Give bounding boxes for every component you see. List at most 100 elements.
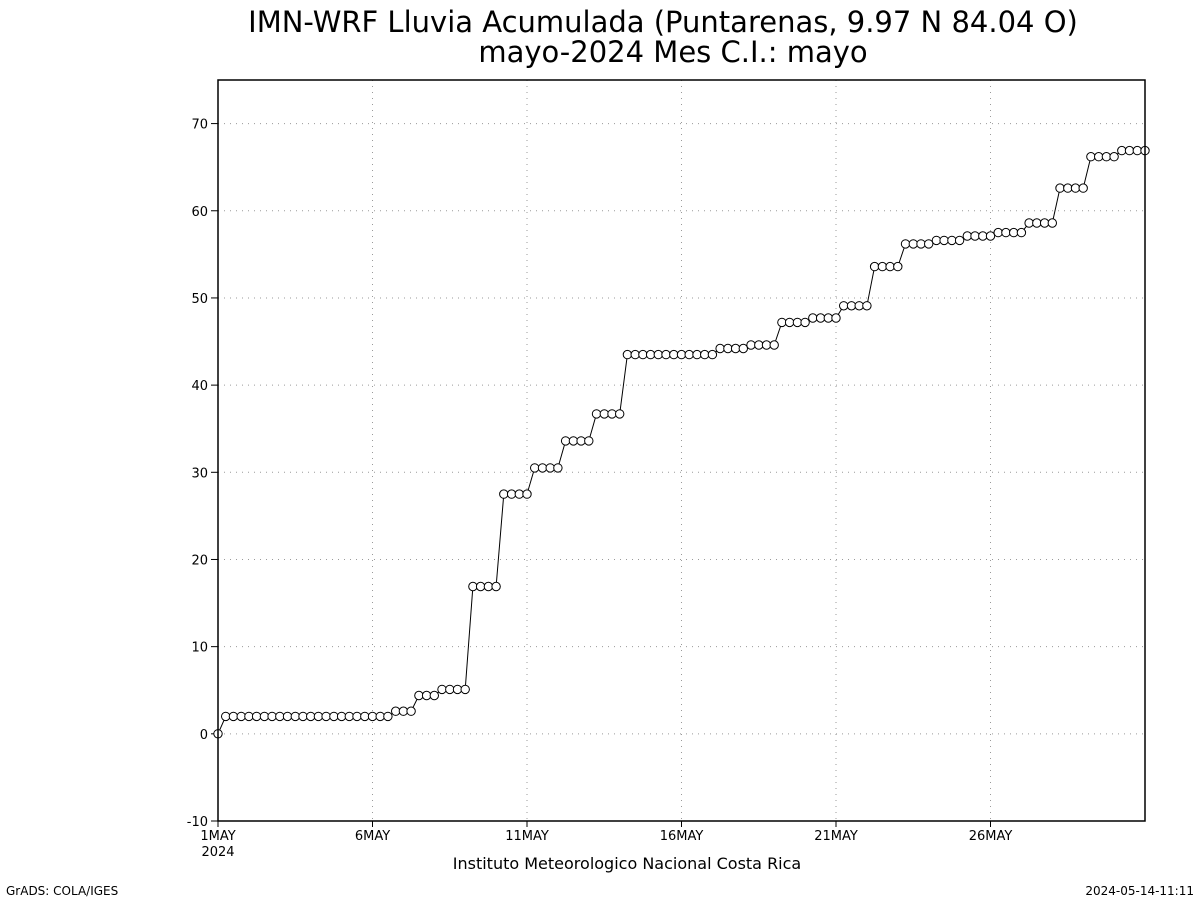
data-point xyxy=(815,313,826,323)
data-point xyxy=(985,231,996,241)
data-point xyxy=(993,227,1003,238)
data-point xyxy=(1047,218,1058,228)
data-point xyxy=(684,349,694,360)
data-point xyxy=(978,231,988,241)
x-tick-sublabel: 2024 xyxy=(201,845,234,860)
data-point xyxy=(298,711,308,722)
data-point xyxy=(954,235,965,246)
data-point xyxy=(1124,145,1135,156)
y-tick-label: 50 xyxy=(191,292,208,307)
data-point xyxy=(406,706,416,716)
data-point xyxy=(251,711,262,722)
data-point xyxy=(607,409,617,419)
data-point xyxy=(1032,218,1042,228)
data-point xyxy=(537,463,548,473)
y-tick-label: 0 xyxy=(200,728,208,743)
data-point xyxy=(1055,183,1065,193)
data-point xyxy=(661,349,671,360)
data-point xyxy=(746,340,756,350)
data-point xyxy=(375,711,385,722)
data-point xyxy=(275,711,285,722)
footer-timestamp: 2024-05-14-11:11 xyxy=(1085,884,1194,898)
x-tick-label: 6MAY xyxy=(355,829,390,844)
footer-software: GrADS: COLA/IGES xyxy=(6,884,118,898)
data-point xyxy=(398,706,409,716)
data-point xyxy=(854,301,864,311)
data-point xyxy=(1001,227,1011,238)
data-point xyxy=(730,343,741,354)
data-point xyxy=(893,261,903,272)
data-point xyxy=(437,684,447,695)
x-tick-label: 21MAY xyxy=(814,829,858,844)
data-point xyxy=(452,684,463,695)
data-point xyxy=(282,711,293,722)
data-point xyxy=(784,317,795,328)
data-point xyxy=(638,349,648,360)
data-point xyxy=(367,711,378,722)
data-point xyxy=(700,349,710,360)
data-point xyxy=(1086,152,1096,162)
data-point xyxy=(599,409,609,419)
data-point xyxy=(244,711,254,722)
data-point xyxy=(754,340,764,350)
data-point xyxy=(1024,218,1034,228)
data-point xyxy=(908,239,918,249)
data-point xyxy=(839,301,849,311)
data-point xyxy=(1117,145,1127,156)
series-line xyxy=(217,150,1145,735)
data-point xyxy=(777,317,787,328)
data-point xyxy=(900,239,911,249)
data-point xyxy=(630,349,640,360)
y-tick-label: 20 xyxy=(191,553,208,568)
grid xyxy=(218,80,1145,821)
data-point xyxy=(329,711,339,722)
data-point xyxy=(622,349,633,360)
x-tick-label: 26MAY xyxy=(969,829,1013,844)
data-point xyxy=(723,343,733,354)
data-point xyxy=(1101,152,1112,162)
data-point xyxy=(970,231,980,241)
data-point xyxy=(1063,183,1073,193)
data-point xyxy=(499,489,509,499)
data-point xyxy=(877,261,888,272)
data-point xyxy=(522,489,532,499)
series-rainfall xyxy=(213,145,1150,739)
data-point xyxy=(236,711,246,722)
data-point xyxy=(576,436,586,446)
data-point xyxy=(445,684,455,695)
data-point xyxy=(1094,152,1104,162)
data-point xyxy=(313,711,324,722)
data-point xyxy=(290,711,300,722)
data-point xyxy=(336,711,347,722)
y-tick-label: -10 xyxy=(187,815,208,830)
data-point xyxy=(1109,152,1119,162)
y-tick-label: 30 xyxy=(191,466,208,481)
data-point xyxy=(591,409,602,419)
data-point xyxy=(1132,145,1143,156)
x-tick-label: 1MAY xyxy=(200,829,235,844)
data-point xyxy=(383,711,393,722)
chart-title: IMN-WRF Lluvia Acumulada (Puntarenas, 9.… xyxy=(248,5,1078,39)
data-point xyxy=(1039,218,1050,228)
data-point xyxy=(514,489,524,499)
data-point xyxy=(931,235,942,246)
data-point xyxy=(615,409,625,419)
data-point xyxy=(360,711,370,722)
data-point xyxy=(545,463,555,473)
data-point xyxy=(460,684,470,695)
y-tick-label: 70 xyxy=(191,118,208,133)
data-point xyxy=(553,463,563,473)
data-point xyxy=(939,235,949,246)
data-point xyxy=(862,301,872,311)
data-point xyxy=(267,711,277,722)
y-tick-label: 60 xyxy=(191,205,208,220)
data-point xyxy=(1078,183,1088,193)
data-point xyxy=(947,235,957,246)
data-point xyxy=(846,301,857,311)
data-point xyxy=(823,313,833,323)
data-point xyxy=(962,231,972,241)
data-point xyxy=(1070,183,1081,193)
data-point xyxy=(391,706,401,716)
data-point xyxy=(676,349,687,360)
